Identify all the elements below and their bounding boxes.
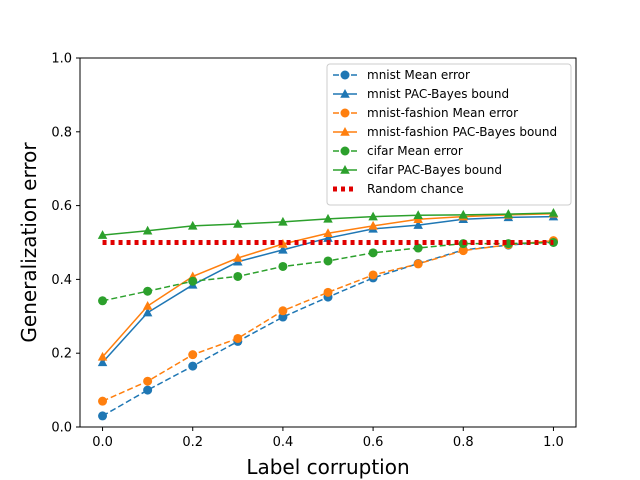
series-cifar-mean-error: [98, 238, 558, 306]
legend-item-mnist-fashion-mean-error: mnist-fashion Mean error: [333, 106, 518, 120]
data-point: [142, 307, 153, 317]
data-point: [142, 300, 153, 310]
legend-label: mnist Mean error: [367, 68, 470, 82]
legend-item-mnist-pac-bayes-bound: mnist PAC-Bayes bound: [333, 87, 509, 101]
data-point: [278, 216, 288, 226]
data-point: [278, 244, 288, 254]
data-point: [368, 220, 378, 230]
data-point: [323, 233, 333, 242]
data-point: [233, 271, 243, 281]
data-point: [233, 252, 243, 262]
y-axis-ticks: 0.0 0.2 0.4 0.6 0.8 1.0: [51, 52, 80, 436]
data-point: [323, 213, 333, 223]
legend-item-random-chance: Random chance: [333, 182, 464, 196]
data-point: [233, 333, 243, 343]
legend-item-mnist-mean-error: mnist Mean error: [333, 68, 470, 82]
data-point: [458, 246, 468, 256]
legend-label: mnist-fashion Mean error: [367, 106, 518, 120]
legend-label: Random chance: [367, 182, 464, 196]
data-point: [188, 276, 198, 286]
data-point: [413, 259, 423, 269]
x-tick-label: 1.0: [543, 435, 564, 450]
series-cifar-pac-bayes-bound: [97, 207, 559, 239]
legend-marker: [340, 165, 350, 174]
data-point: [323, 256, 333, 266]
x-tick-label: 0.4: [273, 435, 294, 450]
y-tick-label: 1.0: [51, 52, 72, 67]
legend-label: mnist-fashion PAC-Bayes bound: [367, 125, 557, 139]
data-point: [368, 270, 378, 280]
legend-label: cifar Mean error: [367, 144, 463, 158]
data-point: [323, 228, 333, 238]
y-tick-label: 0.0: [51, 421, 72, 436]
data-point: [368, 211, 378, 221]
legend: mnist Mean error mnist PAC-Bayes bound mni…: [326, 63, 572, 206]
legend-label: mnist PAC-Bayes bound: [367, 87, 509, 101]
data-point: [188, 361, 198, 371]
data-point: [278, 238, 288, 248]
data-point: [278, 306, 288, 316]
data-point: [98, 296, 108, 306]
data-point: [413, 243, 423, 253]
data-point: [458, 209, 469, 219]
data-point: [97, 230, 108, 239]
data-point: [233, 219, 243, 228]
legend-marker: [340, 108, 350, 118]
data-point: [278, 261, 288, 271]
legend-marker: [340, 89, 350, 98]
x-tick-label: 0.6: [363, 435, 384, 450]
series-line-mnist-fashion-mean-error: [102, 239, 554, 402]
data-point: [143, 376, 153, 386]
legend-label: cifar PAC-Bayes bound: [367, 163, 502, 177]
data-point: [548, 207, 559, 217]
data-point: [143, 286, 153, 296]
y-tick-label: 0.4: [51, 273, 72, 288]
legend-marker: [340, 146, 350, 156]
data-point: [413, 210, 423, 219]
data-point: [143, 385, 153, 395]
data-point: [368, 248, 378, 258]
data-point: [323, 287, 333, 297]
y-tick-label: 0.2: [51, 347, 72, 362]
x-tick-label: 0.8: [453, 435, 474, 450]
data-point: [188, 350, 198, 360]
legend-item-mnist-fashion-pac-bayes-bound: mnist-fashion PAC-Bayes bound: [333, 125, 557, 139]
x-tick-label: 0.0: [92, 435, 113, 450]
data-point: [503, 209, 514, 218]
legend-marker: [340, 127, 350, 136]
y-tick-label: 0.6: [51, 199, 72, 214]
data-point: [278, 312, 288, 322]
y-tick-label: 0.8: [51, 125, 72, 140]
legend-box: [326, 63, 572, 206]
data-point: [97, 357, 108, 367]
data-point: [142, 225, 153, 235]
y-axis-title: Generalization error: [17, 142, 41, 343]
legend-item-cifar-pac-bayes-bound: cifar PAC-Bayes bound: [333, 163, 502, 177]
data-point: [413, 220, 423, 229]
legend-item-cifar-mean-error: cifar Mean error: [333, 144, 463, 158]
data-point: [98, 411, 108, 421]
data-point: [98, 396, 108, 406]
x-axis-ticks: 0.0 0.2 0.4 0.6 0.8 1.0: [92, 427, 564, 450]
data-point: [187, 220, 198, 230]
legend-marker: [340, 70, 350, 80]
x-axis-title: Label corruption: [246, 455, 409, 479]
series-layer: [97, 207, 559, 421]
x-tick-label: 0.2: [182, 435, 203, 450]
data-point: [97, 351, 108, 361]
axes-frame: [79, 57, 577, 428]
